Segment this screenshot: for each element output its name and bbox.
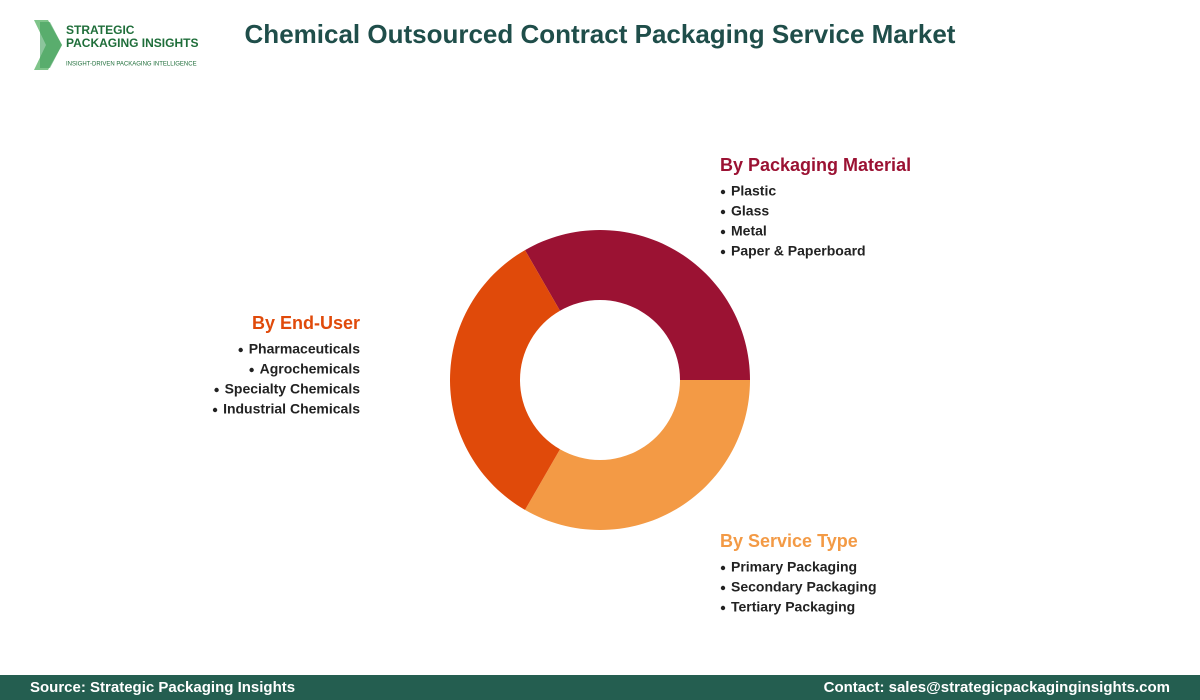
bullet xyxy=(720,605,726,611)
footer-contact: Contact: sales@strategicpackaginginsight… xyxy=(824,679,1170,696)
donut-segment xyxy=(525,230,750,380)
segment-item: Metal xyxy=(731,223,767,239)
bullet xyxy=(720,209,726,215)
segment-item: Agrochemicals xyxy=(260,361,361,377)
bullet xyxy=(720,585,726,591)
bullet xyxy=(238,347,243,353)
bullet xyxy=(212,407,218,413)
bullet xyxy=(720,249,726,255)
bullet xyxy=(249,367,254,373)
bullet xyxy=(214,387,219,393)
segment-item: Secondary Packaging xyxy=(731,579,877,595)
bullet xyxy=(720,565,726,571)
logo: STRATEGIC PACKAGING INSIGHTS INSIGHT-DRI… xyxy=(34,20,198,70)
footer-source: Source: Strategic Packaging Insights xyxy=(30,679,295,696)
bullet xyxy=(720,189,726,195)
donut-segment xyxy=(525,380,750,530)
segment-item: Primary Packaging xyxy=(731,559,857,575)
footer-bar xyxy=(0,675,1200,700)
segment-item: Specialty Chemicals xyxy=(225,381,361,397)
donut xyxy=(450,230,750,530)
segment-labels: By Packaging Material Plastic Glass Metal Pa… xyxy=(212,155,911,615)
logo-line1: STRATEGIC xyxy=(66,23,135,37)
segment-title: By Service Type xyxy=(720,531,858,551)
segment-title: By End-User xyxy=(252,313,360,333)
logo-tagline: INSIGHT-DRIVEN PACKAGING INTELLIGENCE xyxy=(66,62,197,68)
segment-item: Tertiary Packaging xyxy=(731,599,855,615)
segment-item: Pharmaceuticals xyxy=(249,341,360,357)
segment-item: Paper & Paperboard xyxy=(731,243,866,259)
donut-segment xyxy=(450,250,560,510)
title: Chemical Outsourced Contract Packaging S… xyxy=(245,19,956,49)
logo-line2: PACKAGING INSIGHTS xyxy=(66,36,198,50)
segment-item: Plastic xyxy=(731,183,776,199)
segment-item: Glass xyxy=(731,203,769,219)
logo-chevron-shade xyxy=(40,22,62,68)
segment-item: Industrial Chemicals xyxy=(223,401,360,417)
bullet xyxy=(720,229,726,235)
segment-title: By Packaging Material xyxy=(720,155,911,175)
